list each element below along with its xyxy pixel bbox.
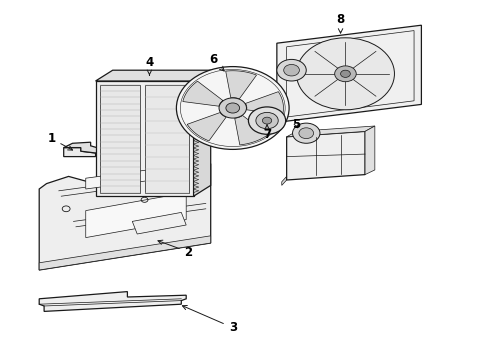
Circle shape xyxy=(335,66,356,82)
Polygon shape xyxy=(132,212,186,234)
Polygon shape xyxy=(39,292,186,311)
Text: 6: 6 xyxy=(209,53,224,71)
Polygon shape xyxy=(245,92,283,114)
Circle shape xyxy=(296,38,394,110)
Circle shape xyxy=(277,59,306,81)
Polygon shape xyxy=(86,193,186,238)
Polygon shape xyxy=(100,85,140,193)
Polygon shape xyxy=(194,70,211,196)
Circle shape xyxy=(263,117,271,124)
Circle shape xyxy=(341,70,350,77)
Circle shape xyxy=(256,112,278,129)
Polygon shape xyxy=(226,71,257,99)
Text: 4: 4 xyxy=(146,57,153,75)
Polygon shape xyxy=(64,148,96,157)
Polygon shape xyxy=(287,126,375,137)
Circle shape xyxy=(299,128,314,139)
Circle shape xyxy=(226,103,240,113)
Polygon shape xyxy=(282,176,287,185)
Polygon shape xyxy=(96,81,194,196)
Text: 8: 8 xyxy=(337,13,344,33)
Polygon shape xyxy=(96,70,211,81)
Circle shape xyxy=(176,67,289,149)
Polygon shape xyxy=(287,131,365,180)
Polygon shape xyxy=(277,25,421,122)
Circle shape xyxy=(284,64,299,76)
Polygon shape xyxy=(64,142,103,153)
Text: 1: 1 xyxy=(48,132,73,150)
Polygon shape xyxy=(235,116,268,145)
Circle shape xyxy=(219,98,246,118)
Polygon shape xyxy=(39,160,211,270)
Polygon shape xyxy=(39,236,211,270)
Polygon shape xyxy=(365,126,375,175)
Circle shape xyxy=(293,123,320,143)
Polygon shape xyxy=(187,113,226,141)
Text: 7: 7 xyxy=(263,125,271,141)
Text: 3: 3 xyxy=(182,306,237,334)
Polygon shape xyxy=(86,167,167,189)
Text: 2: 2 xyxy=(158,240,193,258)
Text: 5: 5 xyxy=(293,118,300,131)
Polygon shape xyxy=(145,85,189,193)
Circle shape xyxy=(248,107,286,134)
Polygon shape xyxy=(183,81,223,106)
